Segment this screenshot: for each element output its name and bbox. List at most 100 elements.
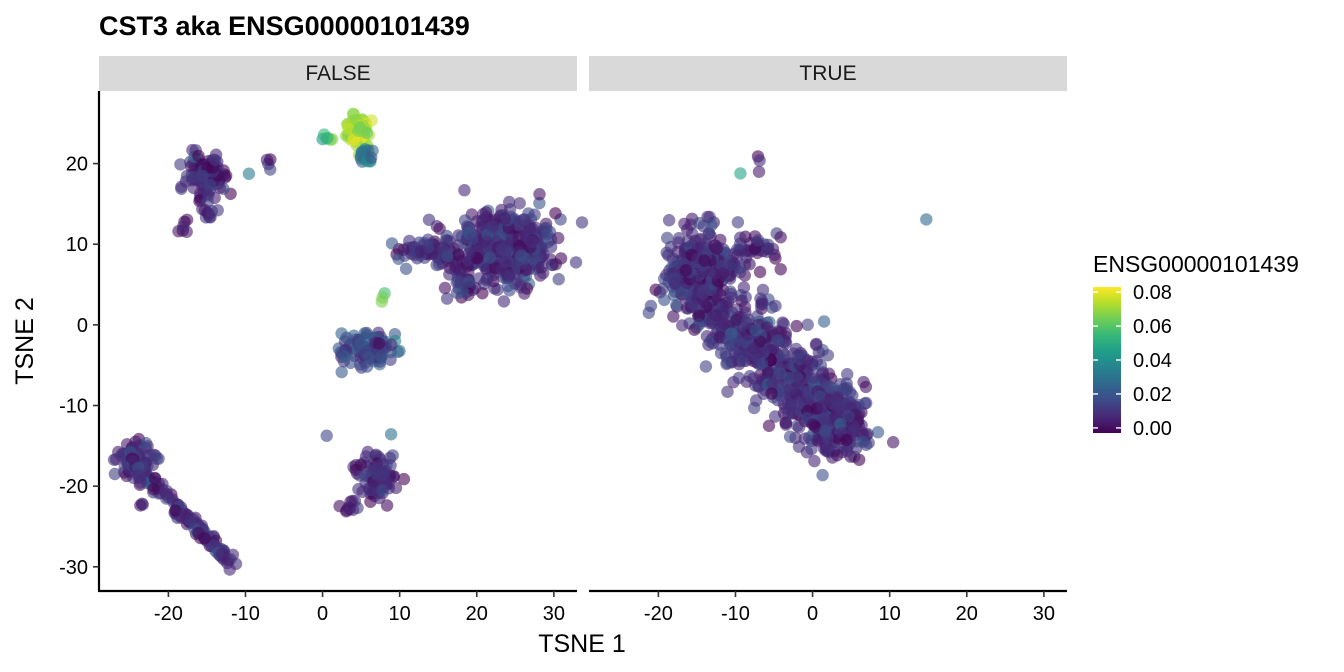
data-point (203, 178, 217, 191)
data-point (681, 234, 695, 248)
data-point (660, 246, 673, 259)
x-tick-label: 10 (389, 603, 411, 625)
data-point (399, 262, 413, 275)
data-point (860, 438, 873, 451)
data-point (462, 275, 475, 288)
data-point (575, 216, 589, 229)
data-point (430, 258, 443, 272)
y-tick-label: -10 (59, 396, 88, 418)
data-point (783, 383, 797, 397)
data-point (709, 239, 722, 252)
x-tick-label: 10 (879, 603, 901, 625)
x-tick-label: 30 (543, 603, 565, 625)
data-point (175, 180, 188, 193)
data-point (790, 370, 803, 383)
data-point (187, 181, 200, 195)
data-point (533, 196, 546, 210)
data-point (134, 499, 147, 512)
y-axis-title: TSNE 2 (11, 297, 39, 385)
data-point (661, 231, 674, 245)
data-point (755, 357, 769, 370)
data-point (679, 264, 692, 277)
data-point (792, 421, 806, 434)
data-point (501, 279, 515, 293)
data-point (812, 346, 825, 359)
data-point (747, 342, 760, 356)
legend-tick-label: 0.02 (1133, 384, 1172, 406)
data-point (831, 449, 844, 462)
data-point (397, 472, 411, 486)
data-point (376, 291, 389, 304)
data-point (692, 318, 706, 331)
data-point (678, 217, 691, 230)
data-point (344, 495, 357, 508)
data-point (730, 313, 743, 326)
data-point (452, 248, 465, 261)
data-point (791, 396, 805, 410)
legend-ticks: 0.00 0.02 0.04 0.06 0.08 (1093, 282, 1172, 440)
x-tick-label: -10 (721, 603, 750, 625)
y-tick-label: 20 (66, 154, 88, 176)
chart-title: CST3 aka ENSG00000101439 (99, 11, 470, 41)
data-point (688, 300, 702, 313)
data-point (178, 507, 192, 520)
data-point (721, 356, 734, 370)
data-point (774, 231, 787, 244)
data-point (552, 231, 565, 245)
data-point (569, 256, 583, 269)
data-point (702, 227, 715, 240)
data-point (736, 354, 749, 368)
data-point (734, 167, 747, 180)
data-point (177, 220, 190, 233)
data-point (779, 402, 792, 415)
data-point (369, 464, 382, 477)
data-point (333, 499, 346, 513)
data-point (472, 272, 486, 285)
data-point (841, 368, 854, 381)
y-tick-label: 0 (77, 315, 88, 337)
data-point (317, 128, 331, 141)
data-point (450, 260, 463, 274)
data-point (226, 548, 240, 561)
data-point (215, 547, 229, 560)
data-point (842, 409, 855, 423)
data-point (755, 297, 769, 311)
data-point (832, 399, 845, 412)
data-point (716, 267, 730, 280)
data-point (818, 412, 831, 425)
data-point (672, 236, 685, 249)
data-point (549, 207, 562, 220)
data-point (483, 251, 497, 264)
data-point (778, 348, 792, 362)
y-tick-label: -30 (59, 557, 88, 579)
data-point (846, 419, 860, 433)
data-point (518, 213, 531, 226)
data-point (441, 250, 454, 263)
data-point (340, 331, 353, 344)
x-axis-title: TSNE 1 (538, 630, 626, 658)
data-point (513, 197, 526, 210)
axis-ticks: -30 -20 -10 0 10 20 -20 -10 0 10 20 30 -20 -10 0 10 20 30 (59, 154, 1055, 625)
data-point (662, 214, 676, 227)
data-point (152, 452, 165, 465)
data-point (440, 292, 454, 305)
data-point (772, 368, 786, 381)
strip-true (589, 56, 1067, 91)
data-point (451, 275, 465, 288)
data-point (211, 204, 224, 217)
data-point (734, 231, 747, 244)
data-point (699, 360, 713, 373)
legend-tick-label: 0.08 (1133, 282, 1172, 304)
data-point (807, 371, 821, 384)
data-point (711, 288, 724, 301)
data-point (887, 436, 900, 449)
x-tick-label: 30 (1033, 603, 1055, 625)
data-point (721, 385, 734, 398)
data-point (765, 301, 779, 314)
data-point (658, 293, 671, 307)
data-point (533, 188, 546, 201)
data-point (384, 428, 398, 441)
data-point (552, 273, 565, 286)
data-point (851, 410, 865, 423)
data-point (354, 458, 368, 471)
